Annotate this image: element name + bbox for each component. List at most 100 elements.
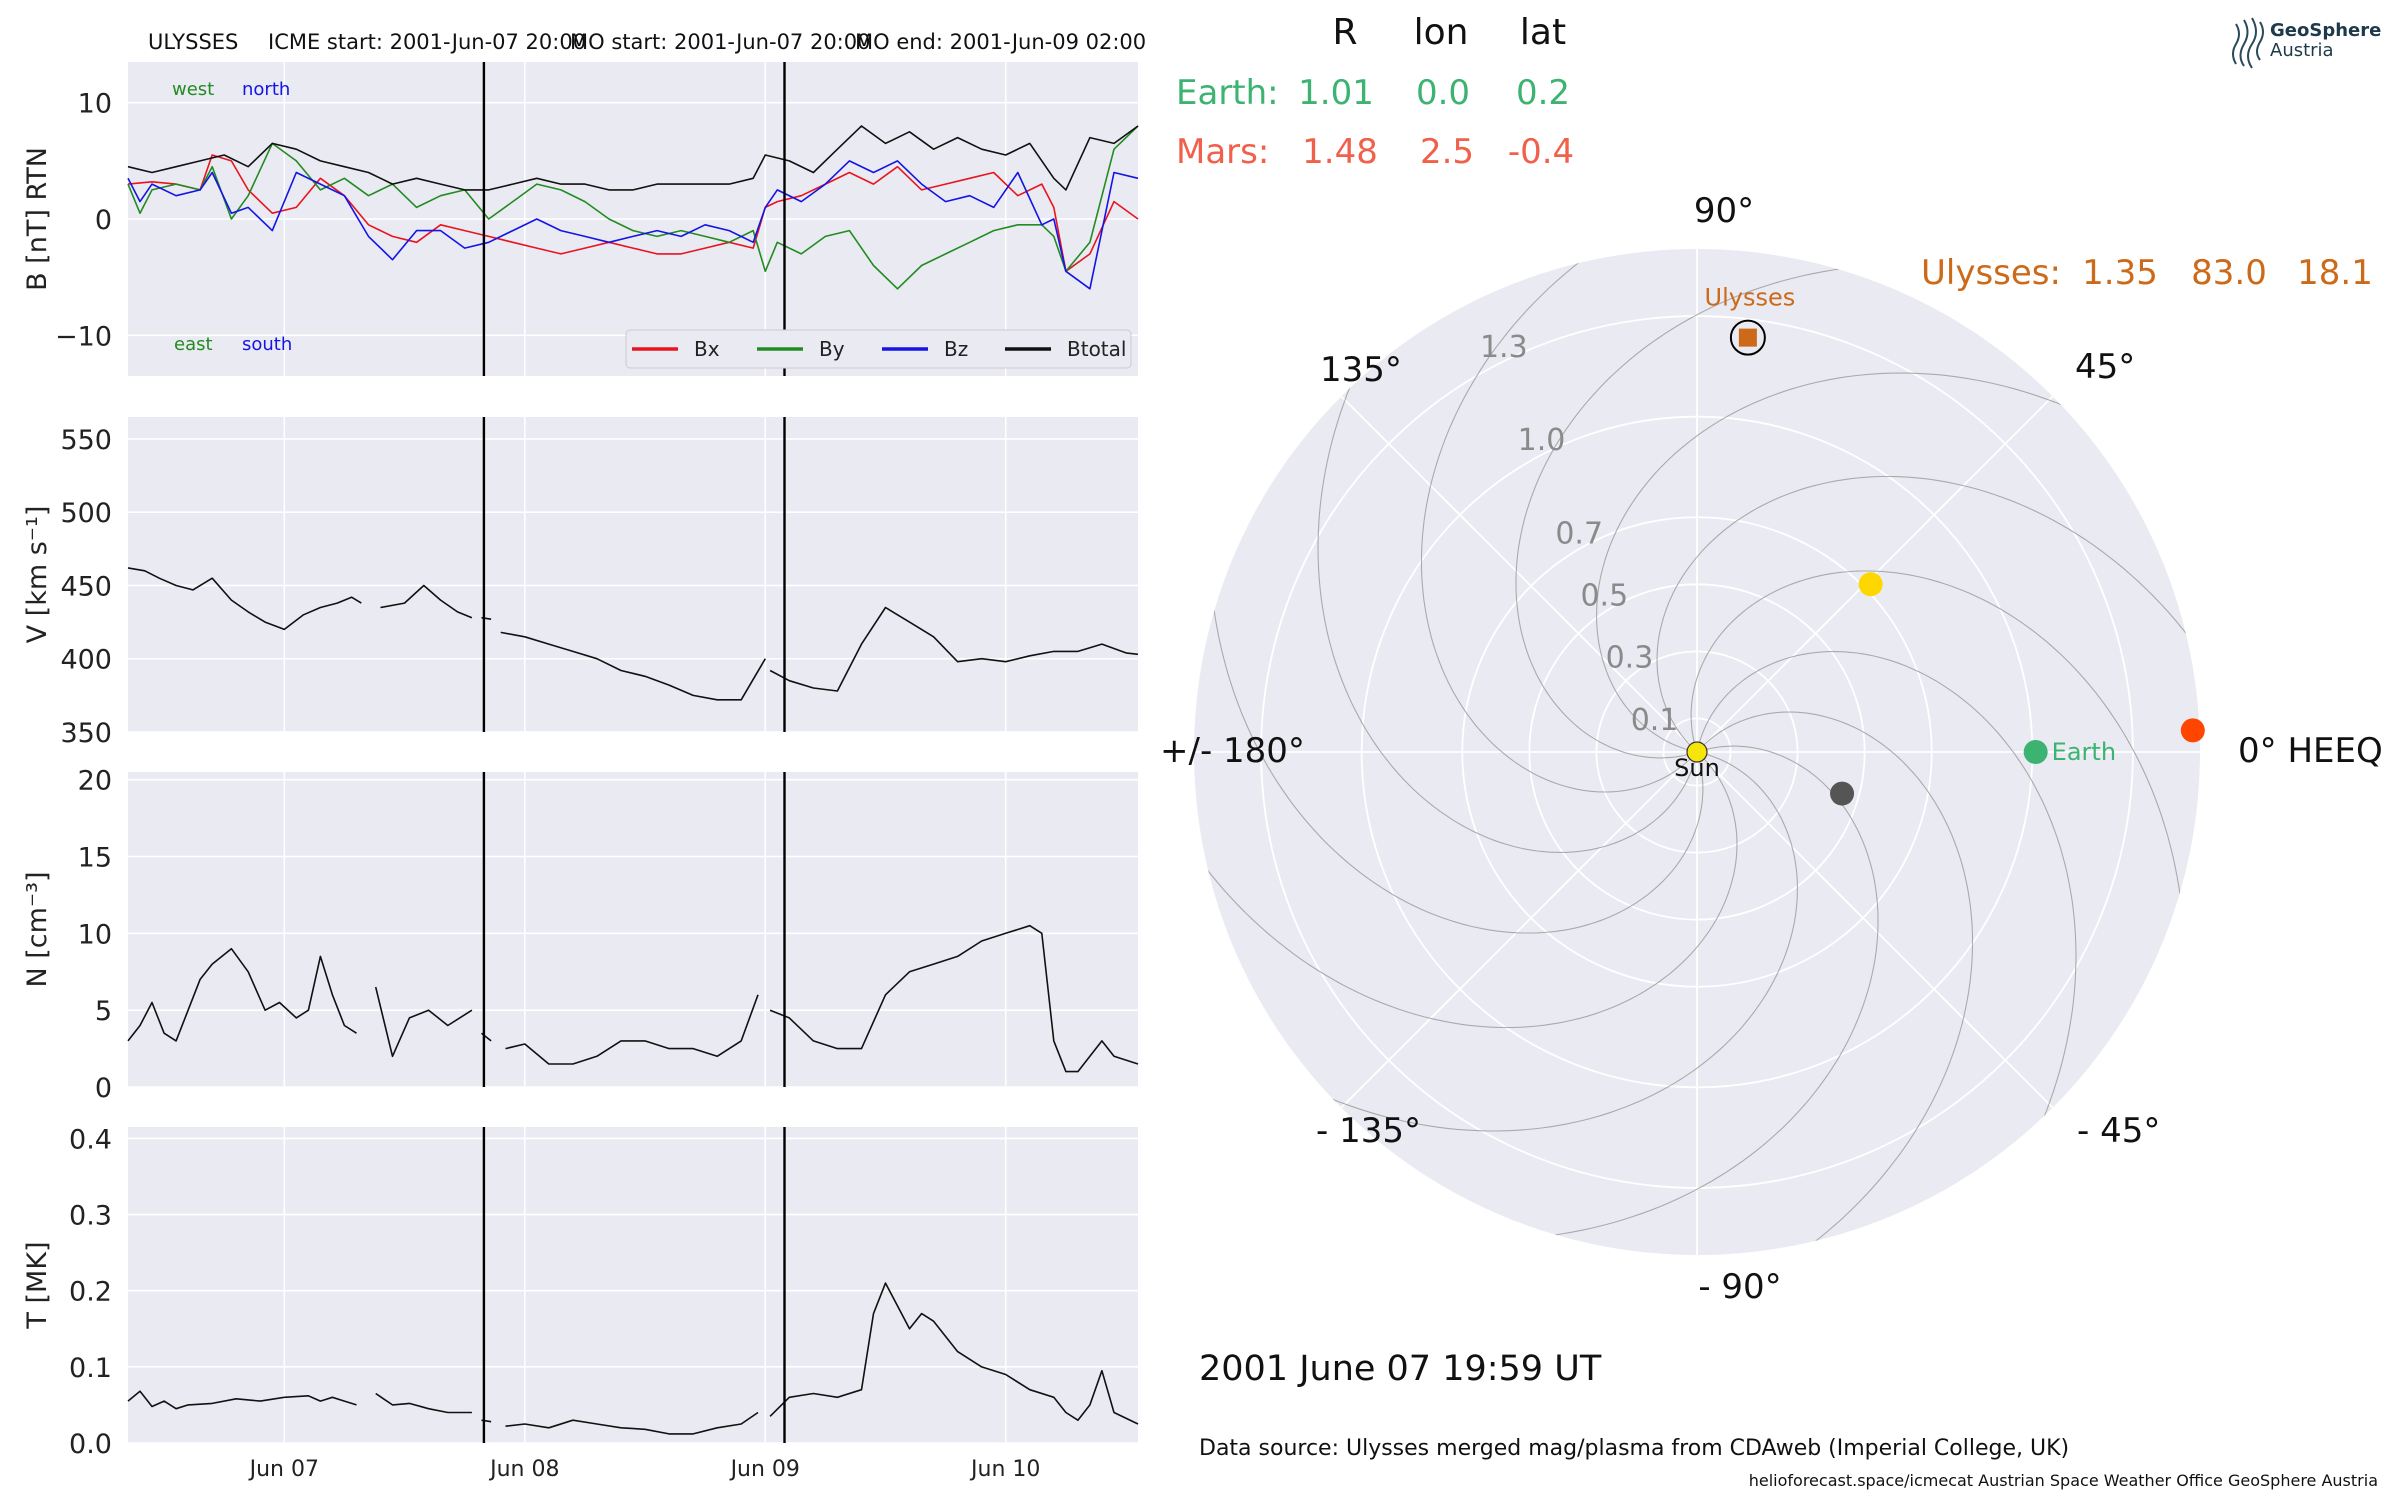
icme-start-label: ICME start: 2001-Jun-07 20:00 [268,30,586,54]
parker-spiral-line [1420,249,1698,793]
series-line-t [769,1282,1139,1425]
parker-spiral-line [1208,528,1704,934]
mars-lon: 2.5 [1420,132,1474,172]
ytick-label: 10 [78,919,112,950]
series-line-t [127,1390,357,1410]
series-line-n [374,986,473,1058]
sun-marker [1686,741,1708,763]
ulysses-name: Ulysses: [1921,253,2061,293]
xtick-label: Jun 10 [969,1457,1040,1482]
ytick-label: 15 [78,843,112,874]
parker-spiral-line [1515,263,1921,759]
radial-tick-label: 1.3 [1480,330,1528,365]
timeseries-panels: −10 0 10 B [nT] RTN 350 400 450 500 550 V [km s⁻¹… [22,62,1139,1482]
angular-grid-line [1340,395,1698,753]
ytick-label: 0 [95,205,112,236]
mars-name: Mars: [1176,132,1269,172]
panel-background-temperature [128,1127,1138,1443]
radial-tick-label: 0.5 [1580,579,1628,614]
table-header-lon: lon [1414,12,1469,53]
earth-name: Earth: [1176,73,1279,113]
angle-label: - 90° [1698,1267,1781,1307]
ytick-label: 500 [60,498,112,529]
corner-label-west: west [172,79,214,100]
radial-tick-label: 0.1 [1631,703,1679,738]
panel-mag: −10 0 10 B [nT] RTN [22,62,1139,376]
credit-label: helioforecast.space/icmecat Austrian Spa… [1749,1471,2378,1490]
series-line-v [500,631,766,701]
panel-density: 0 5 10 15 20 N [cm⁻³] [22,766,1139,1104]
ytick-label: 0.4 [69,1124,112,1155]
ulysses-r: 1.35 [2082,253,2158,293]
parker-spirals [1194,249,2200,1255]
series-line-n [505,994,759,1065]
ylabel: B [nT] RTN [22,147,53,291]
corner-label-south: south [242,334,292,355]
legend-label-bx: Bx [694,337,720,361]
ytick-label: 0 [95,1073,112,1104]
series-line-t [505,1411,759,1435]
ulysses-marker [1738,328,1757,347]
ulysses-lat: 18.1 [2297,253,2373,293]
legend-box [625,329,1132,369]
ytick-label: 550 [60,425,112,456]
parker-spiral-line [1317,314,1698,853]
panel-temperature: 0.0 0.1 0.2 0.3 0.4 T [MK] [22,1124,1139,1460]
series-line-v [127,567,362,631]
parker-spiral-line [1259,751,1798,1132]
angular-grid-line [1340,751,1698,1109]
geosphere-logo: GeoSphere Austria [2232,17,2381,69]
radial-tick-label: 0.3 [1606,641,1654,676]
angle-label: 135° [1320,350,1402,390]
ytick-label: 10 [78,89,112,120]
parker-spiral-line [1596,372,2135,753]
earth-marker [2023,740,2048,764]
panel-speed: 350 400 450 500 550 V [km s⁻¹] [22,417,1139,749]
legend-label-bz: Bz [944,337,968,361]
series-line-bx [127,154,1139,273]
angle-label: 45° [2075,347,2135,387]
data-source-label: Data source: Ulysses merged mag/plasma f… [1199,1436,2069,1461]
ytick-label: 20 [78,766,112,797]
mercury-marker [1830,781,1855,806]
radial-tick-label: 0.7 [1555,516,1603,551]
series-line-n [769,924,1139,1073]
legend: Bx By Bz Btotal [625,329,1132,369]
earth-r: 1.01 [1298,73,1374,113]
angle-label: 0° HEEQ [2238,731,2383,771]
ytick-label: 0.1 [69,1353,112,1384]
angular-grid-line [1696,751,2054,1109]
radial-tick-label: 1.0 [1518,423,1566,458]
panel-background-speed [128,417,1138,732]
sun-label: Sun [1674,754,1720,782]
mars-marker [2180,718,2205,743]
polar-orbit-plot: 0.1 0.3 0.5 0.7 1.0 1.3 0° HEEQ 45° 90° 135° +/- 1… [1160,191,2383,1307]
logo-line1: GeoSphere [2270,20,2381,41]
table-header-lat: lat [1520,12,1566,53]
logo-line2: Austria [2270,40,2334,61]
angle-label: - 135° [1316,1111,1421,1151]
spacecraft-label: ULYSSES [148,30,238,54]
ytick-label: 0.2 [69,1277,112,1308]
ytick-label: 0.3 [69,1201,112,1232]
parker-spiral-line [1696,711,1974,1255]
series-line-bz [127,160,1139,290]
earth-lon: 0.0 [1416,73,1470,113]
ytick-label: 350 [60,718,112,749]
ylabel: N [cm⁻³] [22,871,53,987]
parker-spiral-line [1656,475,2200,753]
ylabel: V [km s⁻¹] [22,506,53,644]
angle-label: 90° [1694,191,1754,231]
series-line-btotal [127,125,1139,191]
series-line-by [127,125,1139,290]
corner-label-east: east [174,334,213,355]
ytick-label: 450 [60,571,112,602]
ytick-label: −10 [55,321,112,352]
angle-label: +/- 180° [1160,731,1305,771]
corner-label-north: north [242,79,290,100]
series-line-t [375,1392,472,1414]
legend-label-by: By [819,337,845,361]
ulysses-lon: 83.0 [2191,253,2267,293]
venus-marker [1858,572,1883,597]
